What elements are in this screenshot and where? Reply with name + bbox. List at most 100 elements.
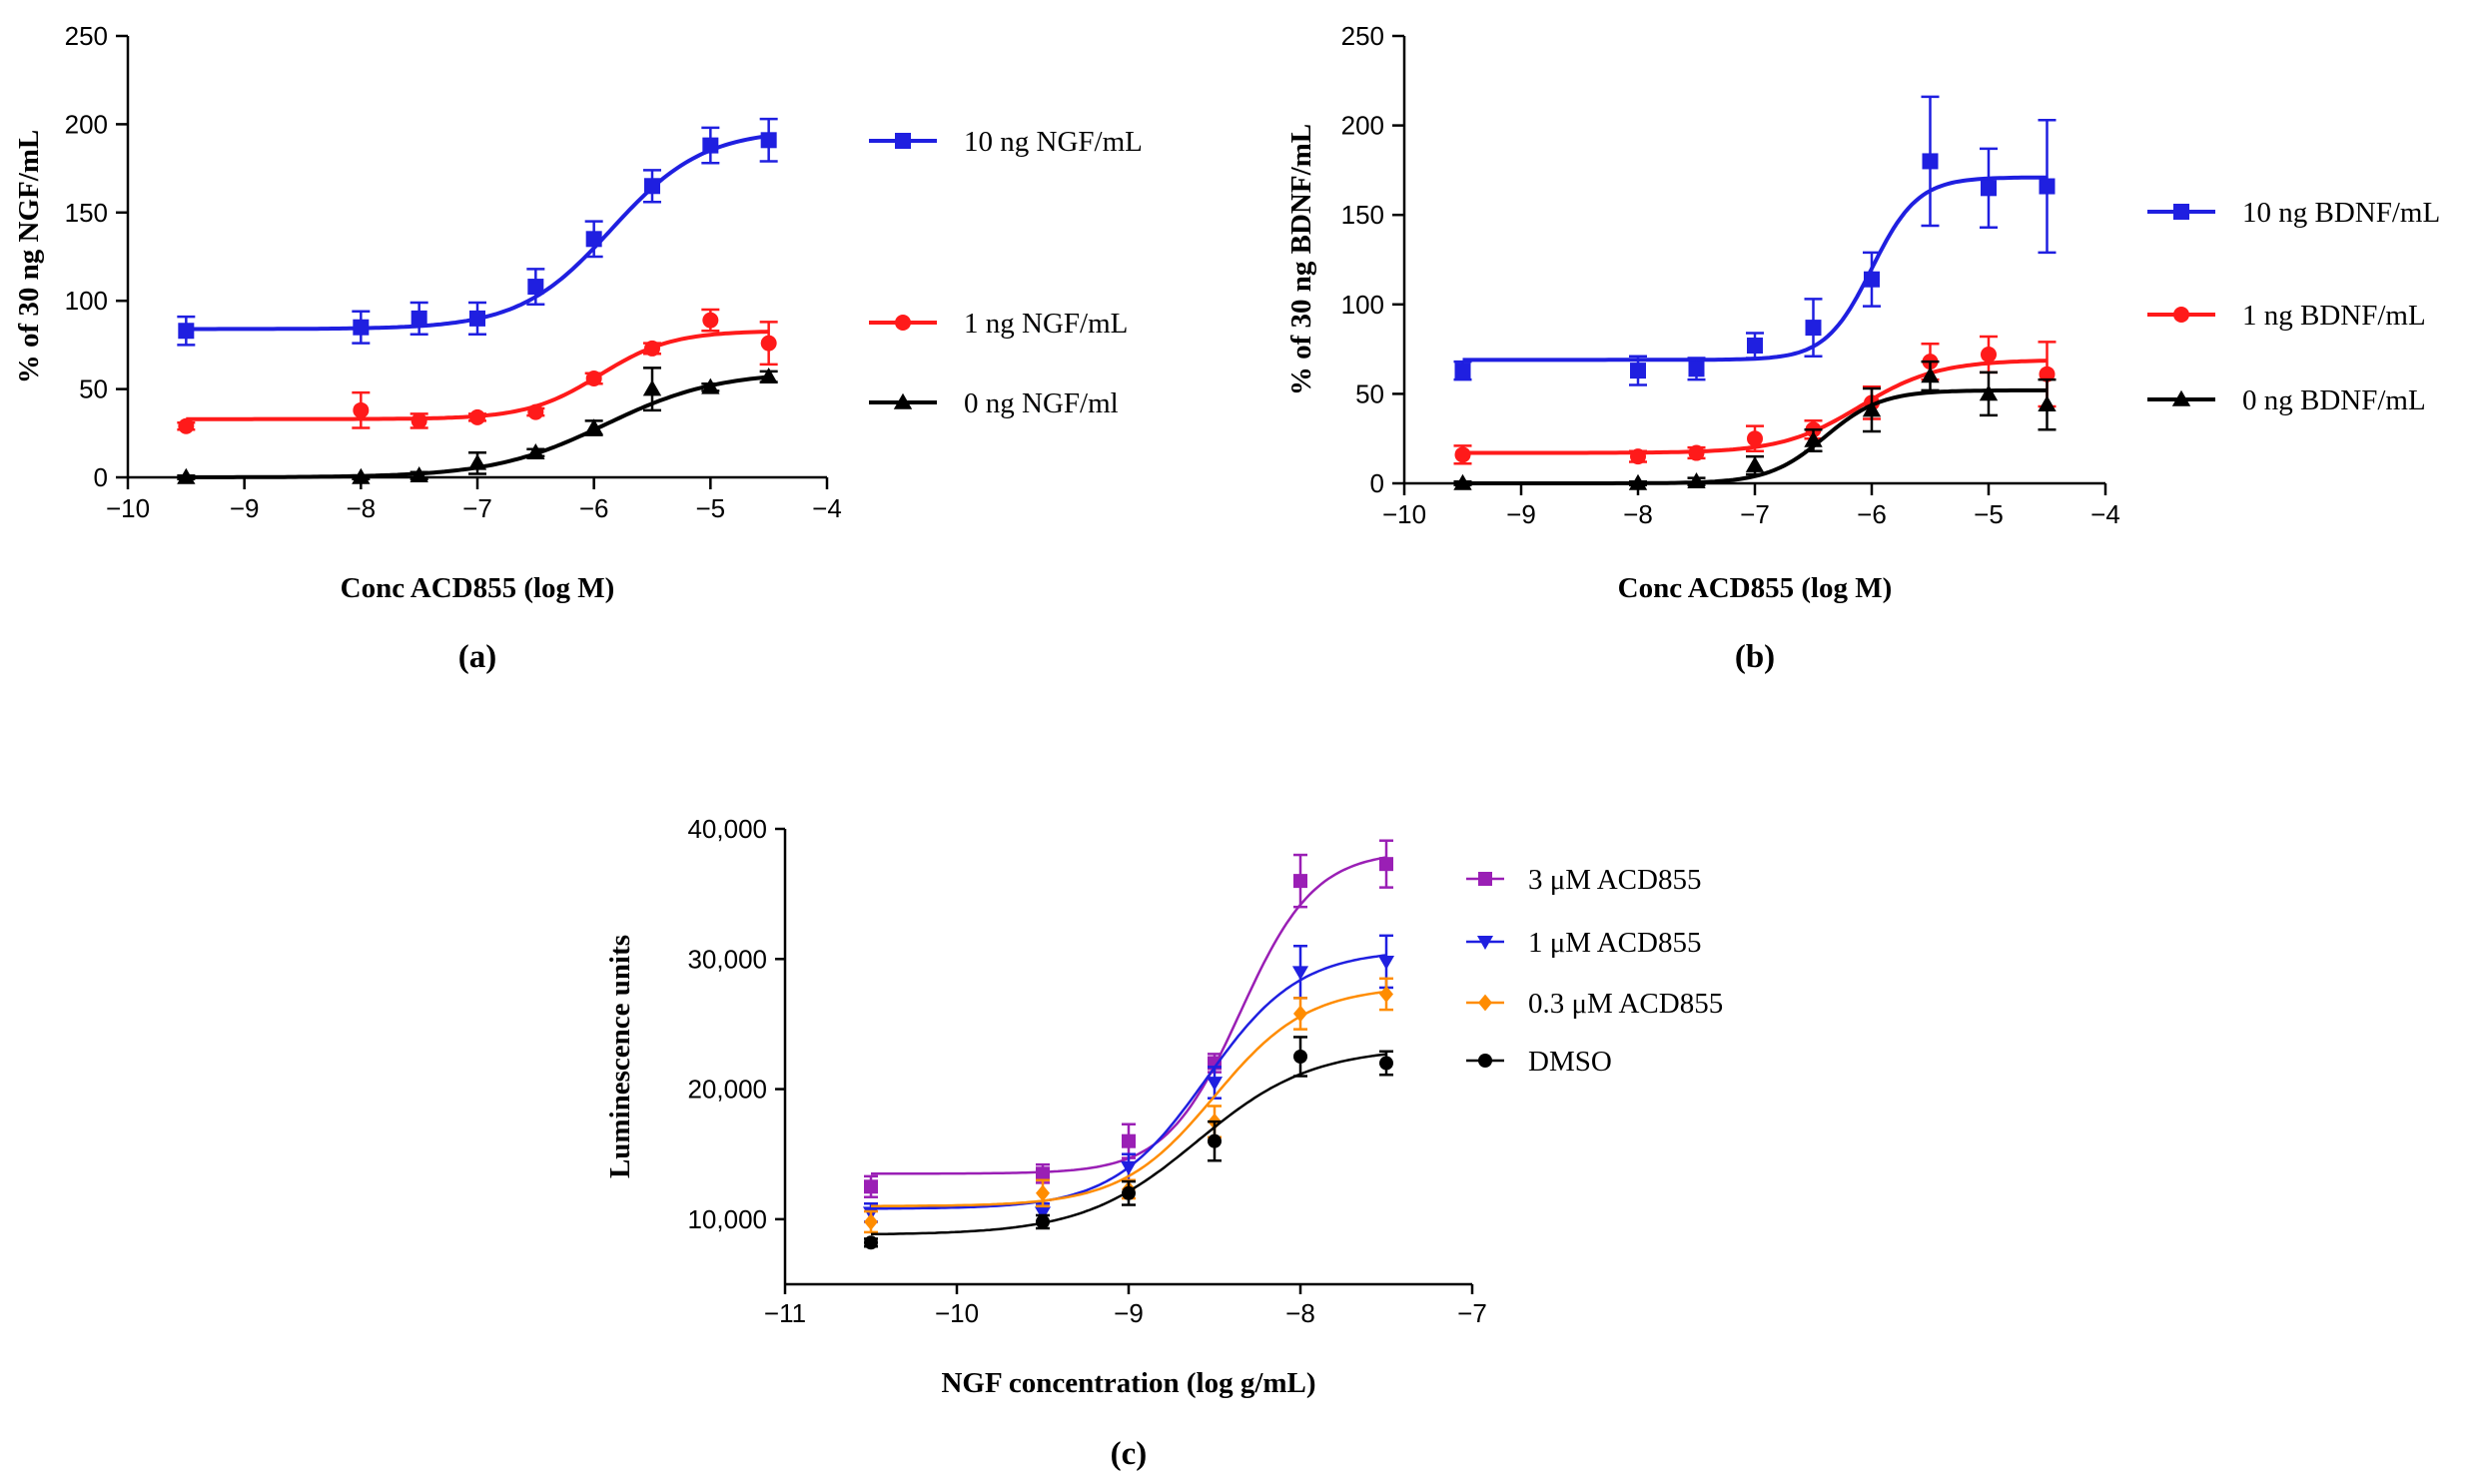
data-point	[1122, 1185, 1136, 1200]
data-point	[1922, 153, 1939, 170]
legend-label: 1 ng BDNF/mL	[2242, 300, 2426, 332]
data-point	[760, 132, 777, 149]
legend-marker	[1478, 994, 1492, 1012]
x-tick-label: −7	[1740, 499, 1770, 529]
legend-label: DMSO	[1528, 1046, 1612, 1078]
x-tick-label: −5	[696, 493, 726, 523]
data-point	[702, 312, 719, 329]
data-point	[1120, 1160, 1138, 1175]
x-tick-label: −10	[106, 493, 150, 523]
y-tick-label: 0	[1370, 468, 1384, 498]
fit-curve	[1462, 387, 2048, 485]
x-tick-label: −10	[1382, 499, 1426, 529]
data-point	[2039, 178, 2056, 195]
data-point	[1688, 444, 1705, 461]
series-1	[1453, 335, 2057, 465]
x-tick-label: −4	[812, 493, 842, 523]
data-point	[585, 231, 602, 248]
data-point	[760, 335, 777, 352]
data-point	[469, 310, 485, 327]
legend-label: 10 ng NGF/mL	[964, 126, 1143, 158]
legend-label: 1 μM ACD855	[1528, 927, 1701, 959]
data-point	[1862, 400, 1882, 417]
data-point	[1034, 1206, 1052, 1221]
data-point	[352, 467, 371, 484]
data-point	[411, 310, 427, 327]
y-tick-label: 200	[1341, 111, 1384, 141]
legend-entry-2: 0 ng NGF/ml	[869, 387, 1119, 419]
data-point	[469, 408, 485, 425]
data-point	[1377, 955, 1395, 970]
y-axis-label: % of 30 ng BDNF/mL	[1285, 124, 1317, 395]
legend-marker	[893, 392, 913, 409]
data-point	[1453, 473, 1472, 490]
legend-label: 0 ng NGF/ml	[964, 387, 1119, 419]
x-tick-label: −5	[1974, 499, 2004, 529]
x-axis-label: Conc ACD855 (log M)	[341, 572, 615, 604]
data-point	[178, 323, 195, 340]
y-tick-label: 40,000	[687, 814, 767, 844]
legend-label: 1 ng NGF/mL	[964, 308, 1128, 340]
y-tick-label: 250	[65, 21, 108, 51]
legend-entry-2: 0 ng BDNF/mL	[2147, 384, 2426, 416]
data-point	[178, 417, 195, 434]
data-point	[702, 137, 719, 154]
data-point	[642, 379, 662, 396]
data-point	[1122, 1133, 1136, 1148]
x-tick-label: −9	[1506, 499, 1536, 529]
data-point	[1687, 472, 1706, 489]
series-2	[177, 367, 778, 484]
chart-panel-1: 0 50 100 150 200 250 −10 −9 −8 −7 −6 −5 −4 Conc ACD85…	[1285, 21, 2440, 675]
legend-entry-1: 1 ng BDNF/mL	[2147, 300, 2426, 332]
data-point	[1208, 1133, 1222, 1148]
y-tick-label: 250	[1341, 21, 1384, 51]
y-tick-label: 200	[65, 109, 108, 139]
data-point	[1630, 448, 1646, 465]
data-point	[1745, 455, 1765, 472]
data-point	[1379, 986, 1393, 1003]
x-axis-label: NGF concentration (log g/mL)	[941, 1367, 1315, 1399]
data-point	[864, 1213, 878, 1230]
data-point	[1747, 338, 1763, 355]
legend-marker	[895, 133, 911, 149]
legend-entry-1: 1 ng NGF/mL	[869, 308, 1128, 340]
y-tick-label: 50	[79, 374, 108, 404]
fit-curve	[186, 134, 769, 332]
legend-entry-0: 3 μM ACD855	[1466, 864, 1701, 896]
legend-entry-0: 10 ng BDNF/mL	[2147, 197, 2440, 229]
data-point	[1036, 1214, 1050, 1229]
data-point	[759, 368, 778, 384]
data-point	[467, 453, 487, 470]
chart-panel-0: 0 50 100 150 200 250 −10 −9 −8 −7 −6 −5 −4 Conc ACD85…	[13, 21, 1143, 675]
series-0	[864, 839, 1393, 1198]
y-tick-label: 100	[65, 286, 108, 316]
legend-marker	[895, 315, 911, 331]
data-point	[864, 1235, 878, 1250]
data-point	[1036, 1166, 1050, 1181]
data-point	[1805, 320, 1822, 337]
data-point	[2038, 394, 2057, 411]
data-point	[701, 377, 720, 394]
y-tick-label: 0	[94, 462, 108, 492]
y-axis-label: % of 30 ng NGF/mL	[13, 130, 45, 384]
y-tick-label: 10,000	[687, 1204, 767, 1234]
x-tick-label: −11	[764, 1298, 806, 1328]
data-point	[353, 319, 370, 336]
legend-label: 10 ng BDNF/mL	[2242, 197, 2440, 229]
legend-marker	[1478, 1054, 1492, 1068]
legend-label: 3 μM ACD855	[1528, 864, 1701, 896]
data-point	[527, 403, 544, 420]
x-tick-label: −9	[1114, 1298, 1144, 1328]
legend-marker	[2171, 389, 2191, 406]
data-point	[353, 401, 370, 418]
x-tick-label: −4	[2090, 499, 2120, 529]
series-1	[862, 934, 1395, 1223]
legend-label: 0 ng BDNF/mL	[2242, 384, 2426, 416]
series-1	[177, 308, 778, 434]
data-point	[411, 412, 427, 429]
legend-entry-1: 1 μM ACD855	[1466, 927, 1701, 959]
data-point	[1379, 1056, 1393, 1071]
x-tick-label: −8	[1285, 1298, 1315, 1328]
data-point	[1979, 384, 1999, 401]
